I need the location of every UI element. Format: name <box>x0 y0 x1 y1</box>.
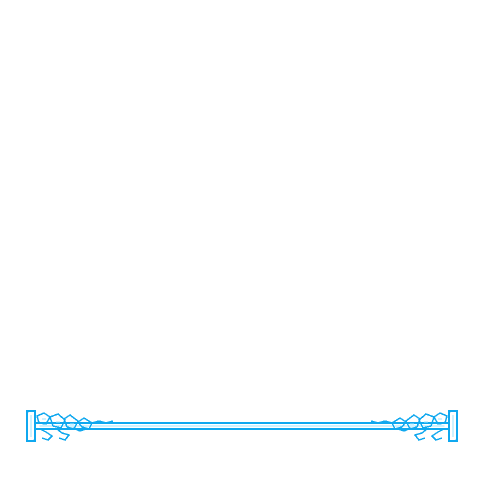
left-leaf-1 <box>36 412 51 425</box>
left-scroll-3 <box>72 427 87 432</box>
right-leaf-4 <box>391 417 408 430</box>
right-vine <box>370 420 393 424</box>
left-cap <box>26 410 36 442</box>
right-leaf-2 <box>418 413 435 429</box>
center-highlights <box>42 418 442 425</box>
right-scroll-1 <box>430 428 445 441</box>
right-leaf-ornament <box>370 412 448 441</box>
right-leaf-3 <box>405 414 421 430</box>
left-leaf-2 <box>49 413 66 429</box>
left-leaf-ornament <box>36 412 114 441</box>
left-leaf-4 <box>76 417 93 430</box>
left-scroll-1 <box>39 428 54 441</box>
decorative-pixel-bar-svg <box>26 410 458 442</box>
left-leaf-3 <box>63 414 79 430</box>
right-scroll-3 <box>397 427 412 432</box>
rod-group <box>35 422 449 430</box>
right-leaf-1 <box>433 412 448 425</box>
decorative-pixel-bar <box>22 405 462 445</box>
left-scroll-2 <box>56 428 71 441</box>
right-cap <box>448 410 458 442</box>
left-vine <box>91 420 114 424</box>
right-scroll-2 <box>413 428 428 441</box>
